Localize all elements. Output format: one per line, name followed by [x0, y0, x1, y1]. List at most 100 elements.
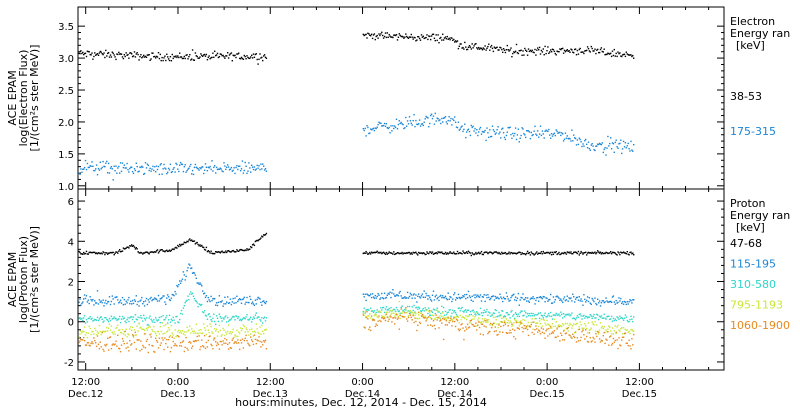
electron-point [117, 53, 119, 56]
proton-point [179, 243, 181, 246]
electron-point [396, 128, 399, 130]
proton-point [499, 315, 501, 318]
proton-point [84, 252, 87, 255]
proton-point [520, 322, 522, 324]
proton-point [411, 297, 413, 299]
electron-point [615, 52, 617, 55]
proton-point [161, 337, 163, 339]
proton-point [553, 314, 556, 316]
electron-point [480, 133, 483, 135]
proton-point [411, 253, 413, 255]
electron-point [470, 124, 472, 127]
proton-point [91, 251, 93, 254]
proton-point [104, 344, 106, 346]
electron-point [602, 151, 604, 154]
proton-point [157, 319, 160, 321]
proton-point [407, 315, 410, 317]
proton-point [586, 296, 589, 298]
proton-point [181, 278, 184, 280]
proton-point [478, 295, 480, 298]
proton-point [122, 247, 125, 249]
proton-point [598, 329, 601, 331]
proton-point [384, 253, 387, 255]
proton-point [178, 284, 180, 286]
electron-point [234, 54, 236, 56]
proton-point [153, 251, 155, 254]
electron-point [85, 168, 88, 171]
electron-point [594, 149, 596, 152]
proton-point [164, 301, 166, 303]
proton-point [125, 347, 127, 349]
electron-point [633, 57, 635, 59]
proton-point [213, 297, 215, 300]
electron-point [497, 49, 499, 51]
proton-point [369, 251, 371, 254]
proton-point [261, 235, 263, 237]
electron-point [212, 170, 214, 172]
proton-point [193, 340, 196, 343]
proton-point [141, 296, 143, 299]
proton-point [437, 251, 439, 253]
proton-point [79, 251, 81, 254]
proton-point [468, 251, 471, 254]
proton-point [232, 249, 234, 252]
proton-point [368, 294, 370, 297]
xtick-date-label: Dec.13 [253, 389, 288, 400]
proton-point [251, 339, 253, 341]
proton-point [203, 323, 205, 325]
proton-point [539, 312, 542, 314]
proton-point [573, 251, 575, 254]
proton-point [98, 325, 101, 327]
electron-point [454, 41, 456, 43]
proton-point [504, 251, 507, 254]
electron-point [484, 129, 486, 132]
proton-point [201, 303, 203, 306]
proton-point [426, 294, 428, 297]
proton-point [481, 318, 484, 320]
proton-point [473, 311, 475, 313]
proton-point [87, 253, 89, 255]
proton-point [474, 313, 476, 315]
electron-point [163, 163, 165, 166]
proton-point [582, 329, 584, 331]
proton-point [449, 251, 451, 253]
proton-point [115, 327, 117, 329]
proton-point [162, 315, 164, 317]
proton-point [600, 302, 603, 304]
proton-point [437, 316, 439, 318]
electron-point [447, 119, 449, 122]
proton-point [157, 330, 160, 333]
proton-point [158, 337, 161, 339]
proton-point [505, 312, 508, 314]
electron-point [90, 54, 92, 56]
proton-point [236, 295, 238, 297]
proton-point [500, 314, 502, 316]
proton-point [416, 306, 418, 308]
proton-point [546, 251, 548, 254]
proton-point [632, 330, 634, 332]
electron-point [250, 56, 252, 58]
electron-point [592, 50, 594, 52]
electron-point [388, 33, 390, 36]
xtick-date-label: Dec.14 [437, 389, 472, 400]
electron-point [511, 56, 513, 58]
electron-point [125, 167, 127, 169]
proton-point [219, 315, 221, 318]
electron-point [206, 170, 209, 172]
proton-point [617, 301, 619, 304]
proton-point [482, 312, 484, 314]
proton-point [256, 328, 258, 330]
proton-point [394, 295, 397, 297]
electron-point [589, 149, 591, 151]
electron-point [603, 48, 605, 50]
proton-point [224, 337, 226, 340]
proton-point [181, 243, 184, 246]
electron-point [589, 51, 591, 53]
electron-point [442, 117, 445, 119]
proton-point [394, 315, 396, 317]
proton-point [562, 323, 564, 325]
proton-point [521, 310, 523, 312]
x-axis-title: hours:minutes, Dec. 12, 2014 - Dec. 15, … [235, 396, 487, 409]
electron-point [252, 53, 255, 55]
electron-point [152, 52, 154, 54]
